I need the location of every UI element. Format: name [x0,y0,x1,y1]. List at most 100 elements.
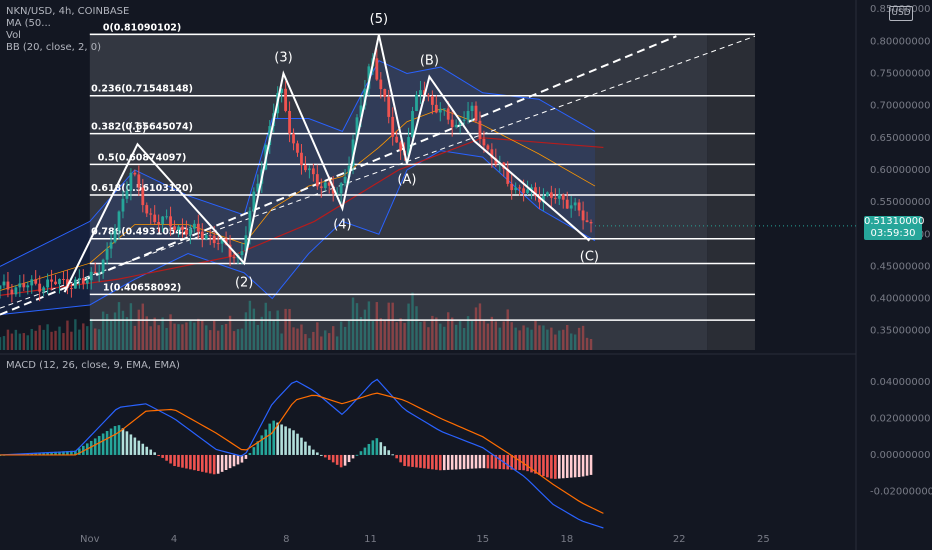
candle-body [387,96,391,117]
volume-bar [86,326,89,350]
volume-bar [280,333,283,350]
volume-bar [260,316,263,350]
macd-histogram-bar [240,454,244,463]
macd-histogram-bar [530,454,533,473]
candle-body [399,142,403,151]
candle-body [284,88,287,111]
candle-body [407,137,410,156]
macd-histogram-bar [300,437,303,455]
candle-body [10,289,14,295]
candle-body [470,105,474,112]
macd-histogram-bar [383,446,387,455]
y-tick-label: 0.55000000 [870,197,930,208]
macd-histogram-bar [200,454,204,472]
macd-histogram-bar [550,454,553,479]
candle-body [58,278,61,285]
volume-bar [177,324,180,350]
candle-body [581,210,585,221]
volume-bar [6,329,10,350]
macd-histogram-bar [379,442,383,455]
candle-body [300,152,303,166]
volume-bar [316,322,319,350]
macd-histogram-bar [585,454,589,476]
macd-histogram-bar [482,454,486,469]
macd-histogram [0,420,593,479]
volume-bar [486,323,490,350]
macd-histogram-bar [391,454,394,456]
volume-bar [427,327,430,350]
volume-bar [22,333,25,350]
macd-histogram-bar [454,454,458,470]
volume-bar [149,326,152,350]
candle-body [311,168,315,175]
macd-histogram-bar [557,454,561,479]
volume-bar [308,338,311,350]
candle-body [97,272,101,274]
macd-histogram-bar [435,454,438,470]
volume-bar [443,326,446,350]
macd-histogram-bar [161,454,164,458]
macd-histogram-bar [109,428,113,455]
candle-body [42,287,46,292]
candle-body [153,214,157,223]
candle-body [454,124,458,128]
candle-body [411,111,414,138]
candle-body [81,277,85,284]
macd-histogram-bar [419,454,422,468]
macd-histogram-bar [387,450,391,455]
macd-histogram-bar [331,454,335,463]
candle-body [145,205,149,214]
macd-histogram-bar [256,441,260,455]
candle-body [430,96,434,105]
macd-histogram-bar [526,454,529,472]
candle-body [212,235,216,244]
candle-body [157,222,161,225]
candle-body [77,277,81,280]
candle-body [383,89,387,97]
macd-histogram-bar [339,454,343,468]
currency-button[interactable]: USD [889,6,913,21]
volume-bar [42,329,45,350]
volume-bar [209,330,212,350]
volume-bar [236,329,240,350]
candle-countdown: 03:59:30 [870,228,916,239]
volume-bar [272,320,275,350]
volume-bar [304,334,307,350]
volume-bar [296,328,299,350]
volume-bar [74,319,77,350]
volume-bar [387,302,390,350]
macd-histogram-bar [58,451,61,455]
y-tick-label: 0.45000000 [870,261,930,272]
volume-bar [431,315,434,350]
volume-bar [14,329,18,350]
volume-bar [157,325,160,350]
candle-body [514,187,518,191]
volume-bar [101,311,105,350]
volume-bar [169,314,172,350]
volume-bar [185,322,188,350]
volume-bar [550,327,553,350]
macd-histogram-bar [121,428,125,455]
fib-level-label: 1(0.40658092) [103,282,181,293]
macd-histogram-bar [185,454,188,469]
volume-bar [454,324,458,350]
macd-histogram-bar [296,433,299,455]
volume-bar [224,323,228,350]
macd-histogram-bar [442,454,446,471]
candle-body [327,182,331,186]
candle-body [6,281,10,290]
candle-body [161,216,165,225]
macd-histogram-bar [518,454,521,471]
macd-histogram-bar [125,431,129,455]
volume-bar [288,308,291,350]
macd-histogram-bar [268,423,272,455]
macd-histogram-bar [193,454,196,471]
volume-bar [58,326,61,350]
macd-histogram-bar [407,454,410,467]
volume-bar [205,325,208,350]
x-tick-label: 25 [757,534,770,545]
candle-body [292,133,295,144]
macd-histogram-bar [264,429,268,455]
candle-body [200,231,204,239]
